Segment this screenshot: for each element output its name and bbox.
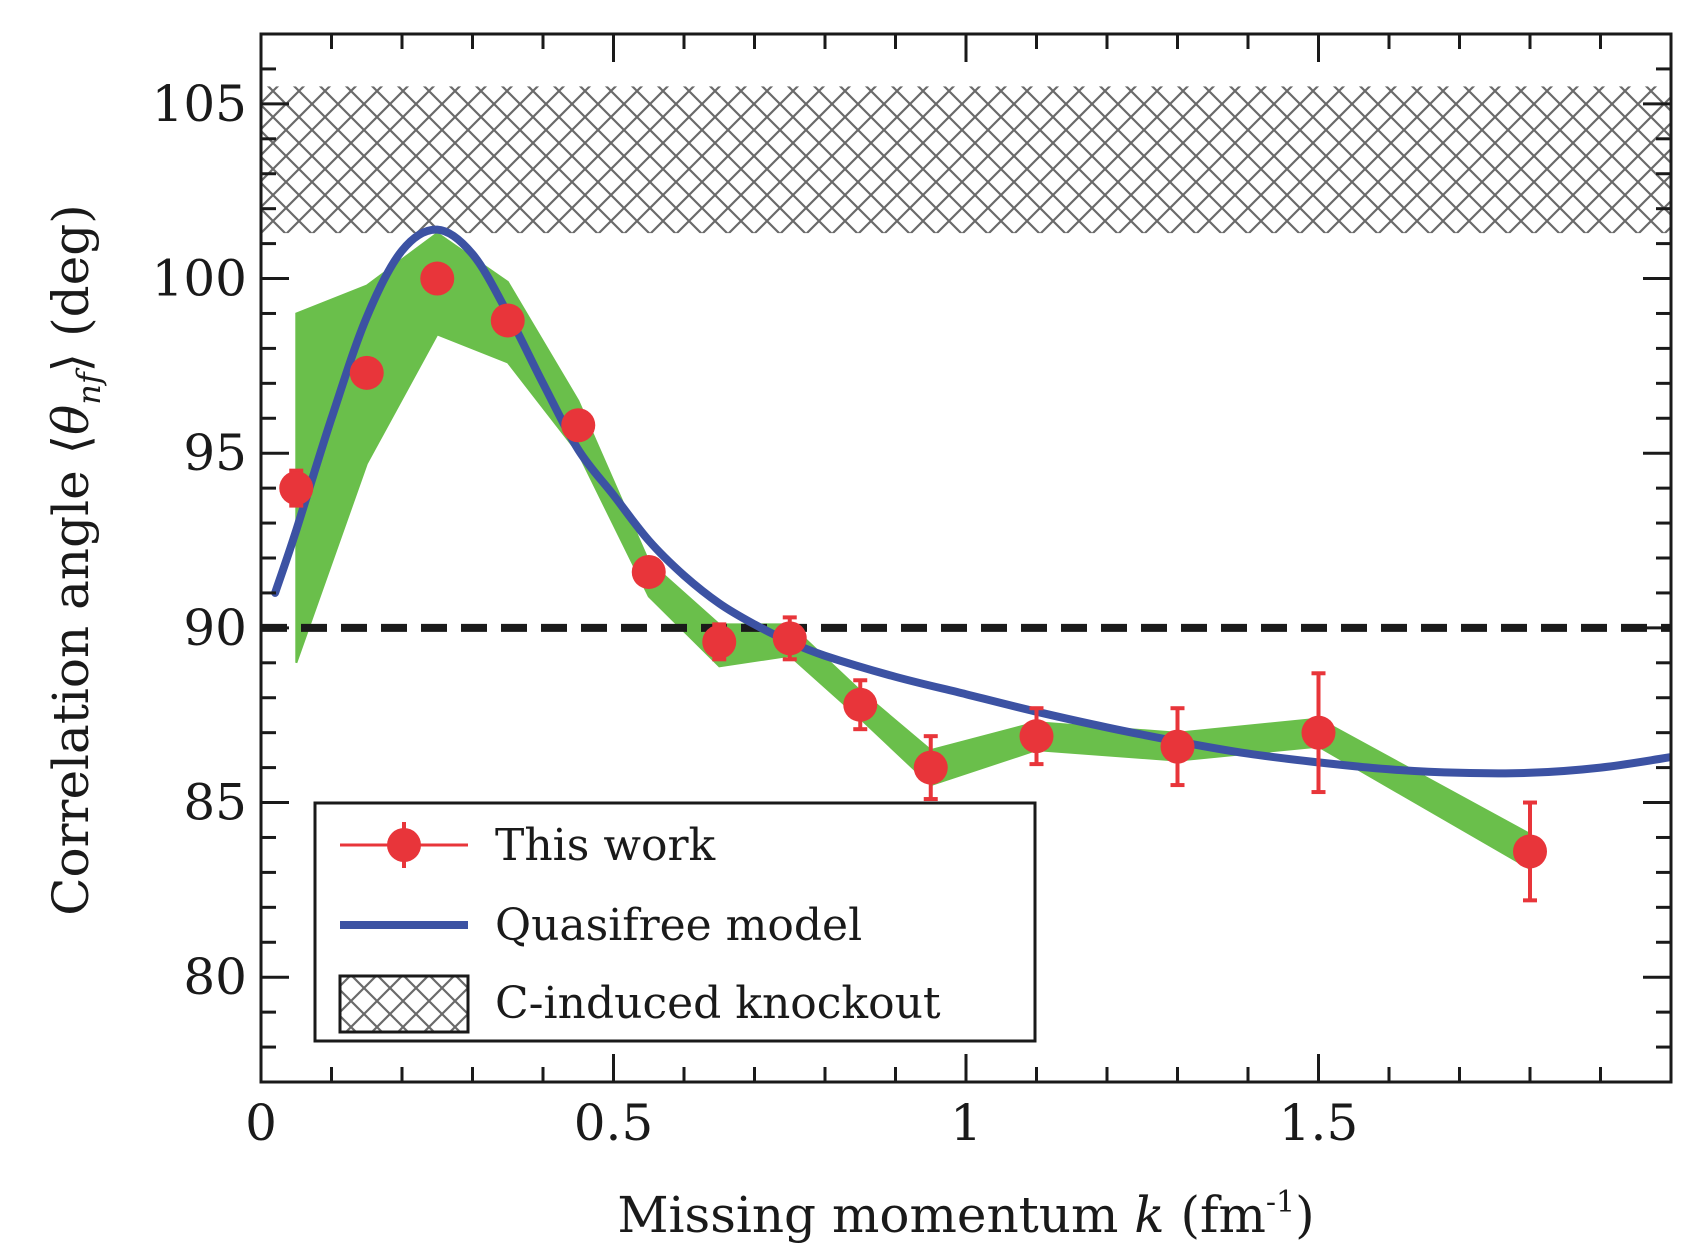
data-point [772,615,807,662]
data-point-marker [702,624,737,659]
y-axis-title: Correlation angle ⟨θnf⟩ (deg) [42,204,108,915]
y-tick-label: 80 [183,948,247,1006]
y-tick-label: 100 [152,250,247,308]
legend-label-quasifree-model: Quasifree model [495,900,862,951]
legend-label-c-induced-knockout: C-induced knockout [495,978,941,1029]
data-point [702,622,737,662]
data-point [349,355,384,390]
data-point-marker [1513,834,1547,869]
data-point-marker [1160,729,1195,764]
data-point [490,303,525,338]
y-tick-label: 85 [183,774,247,832]
data-point-marker [1019,719,1054,754]
y-tick-label: 95 [183,424,247,482]
data-point [1513,800,1547,903]
legend: This work Quasifree model C-induced knoc… [313,801,1037,1043]
x-tick-label: 1 [950,1094,982,1152]
data-point-marker [490,303,525,338]
data-point [279,468,314,508]
theory-band [295,231,1531,871]
data-point [1301,671,1336,795]
this-work-points [279,261,1547,903]
quasifree-model-line [271,225,1671,778]
plot-area [261,86,1671,903]
c-induced-knockout-band [261,86,1671,234]
legend-this-work-marker [387,828,421,862]
y-tick-labels: 80 85 90 95 100 105 [152,75,247,1006]
data-point-marker [843,687,878,722]
legend-label-this-work: This work [495,820,716,871]
legend-entry-c-induced-knockout: C-induced knockout [338,974,941,1034]
data-point-marker [349,355,384,390]
x-tick-label: 0.5 [574,1094,654,1152]
data-point [561,408,596,443]
data-point [913,734,948,802]
data-point-marker [631,554,666,589]
data-point [843,678,878,732]
axis-ticks [259,32,1673,1084]
data-point-marker [913,750,948,785]
data-point-marker [772,621,807,656]
y-tick-label: 105 [152,75,247,133]
x-axis-title: Missing momentum k (fm-1) [617,1185,1314,1244]
data-point-marker [279,471,314,506]
legend-entry-this-work: This work [340,820,716,871]
x-tick-labels: 0 0.5 1 1.5 [245,1094,1358,1152]
data-point-marker [420,261,455,296]
data-point [1019,706,1054,767]
data-point [1160,706,1195,788]
legend-entry-quasifree-model: Quasifree model [340,900,862,951]
data-point-marker [561,408,596,443]
legend-c-induced-knockout-swatch [338,974,470,1034]
data-point [420,261,455,296]
data-point [631,554,666,589]
data-point-marker [1301,715,1336,750]
x-tick-label: 0 [245,1094,277,1152]
x-tick-label: 1.5 [1279,1094,1359,1152]
y-tick-label: 90 [183,599,247,657]
